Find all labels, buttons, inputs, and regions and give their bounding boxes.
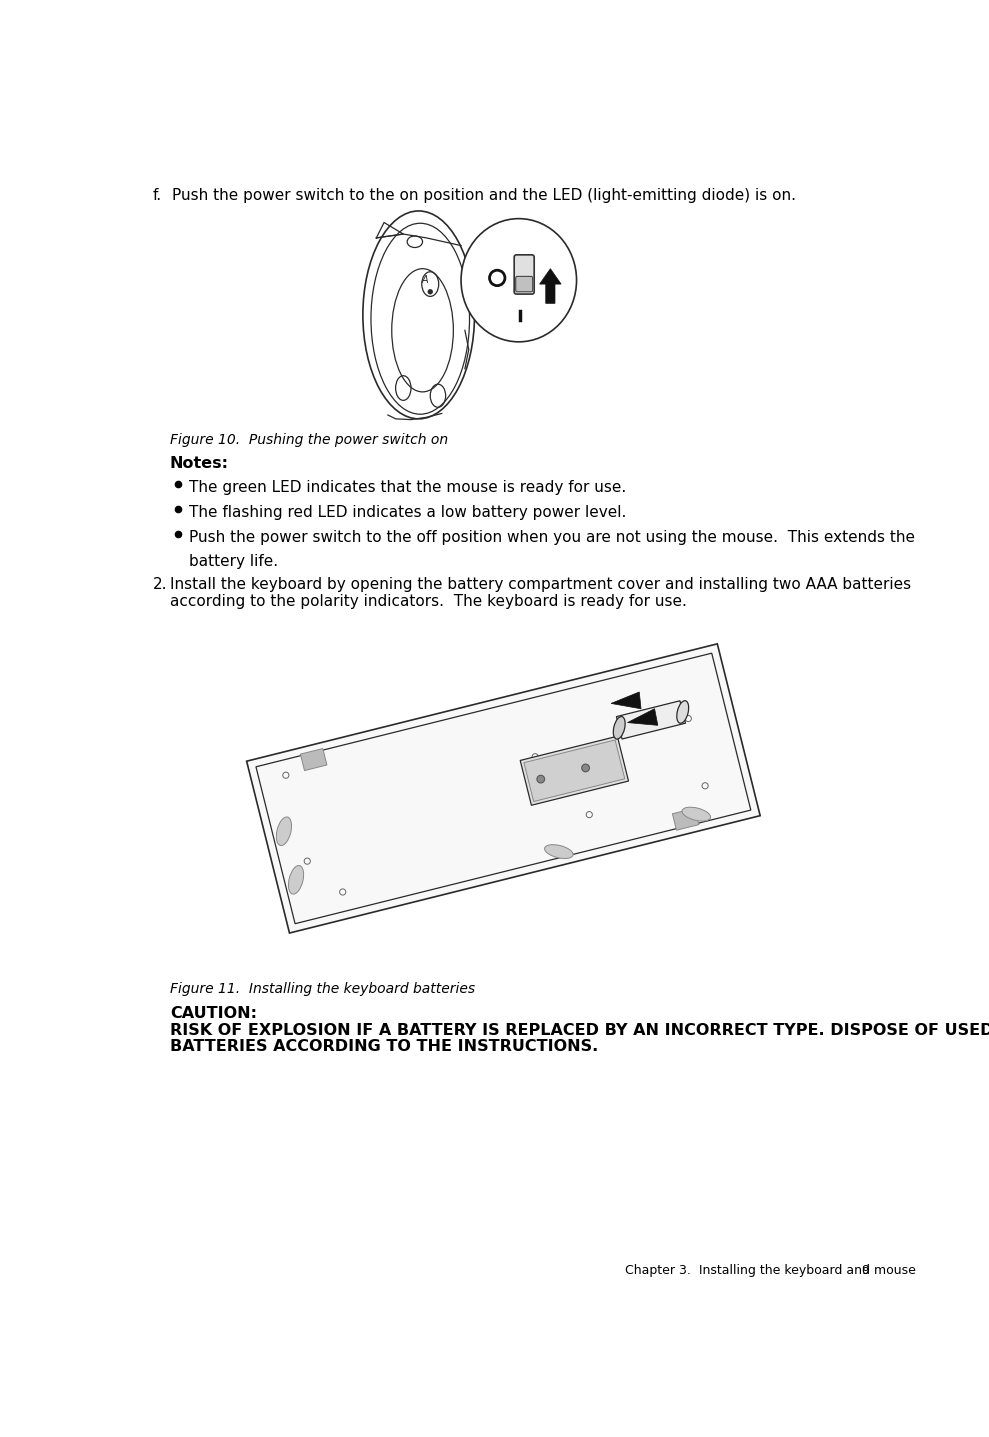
Ellipse shape: [682, 808, 710, 821]
Text: A: A: [421, 274, 428, 285]
Ellipse shape: [545, 845, 573, 858]
Polygon shape: [673, 808, 699, 831]
Polygon shape: [524, 740, 625, 802]
Ellipse shape: [676, 701, 688, 723]
Text: The flashing red LED indicates a low battery power level.: The flashing red LED indicates a low bat…: [189, 504, 627, 520]
Ellipse shape: [461, 218, 577, 342]
Text: Install the keyboard by opening the battery compartment cover and installing two: Install the keyboard by opening the batt…: [170, 576, 911, 592]
Text: 9: 9: [861, 1265, 869, 1277]
Polygon shape: [246, 644, 761, 933]
Text: CAUTION:: CAUTION:: [170, 1006, 257, 1020]
Text: Chapter 3.  Installing the keyboard and mouse: Chapter 3. Installing the keyboard and m…: [625, 1265, 916, 1277]
Text: according to the polarity indicators.  The keyboard is ready for use.: according to the polarity indicators. Th…: [170, 595, 687, 609]
Polygon shape: [611, 693, 641, 708]
Text: Push the power switch to the off position when you are not using the mouse.  Thi: Push the power switch to the off positio…: [189, 530, 915, 545]
Text: f.: f.: [153, 188, 162, 203]
Text: Push the power switch to the on position and the LED (light-emitting diode) is o: Push the power switch to the on position…: [172, 188, 796, 203]
Text: Figure 11.  Installing the keyboard batteries: Figure 11. Installing the keyboard batte…: [170, 983, 475, 996]
Circle shape: [582, 764, 589, 772]
Circle shape: [537, 776, 545, 783]
Polygon shape: [301, 749, 327, 770]
Polygon shape: [540, 269, 561, 303]
Text: Figure 10.  Pushing the power switch on: Figure 10. Pushing the power switch on: [170, 433, 448, 447]
Ellipse shape: [276, 818, 292, 845]
Text: RISK OF EXPLOSION IF A BATTERY IS REPLACED BY AN INCORRECT TYPE. DISPOSE OF USED: RISK OF EXPLOSION IF A BATTERY IS REPLAC…: [170, 1023, 989, 1038]
FancyBboxPatch shape: [514, 254, 534, 295]
Ellipse shape: [613, 717, 625, 739]
Polygon shape: [616, 701, 685, 739]
Polygon shape: [520, 736, 629, 805]
FancyBboxPatch shape: [515, 276, 533, 292]
Text: 2.: 2.: [153, 576, 167, 592]
Polygon shape: [627, 708, 658, 726]
Text: BATTERIES ACCORDING TO THE INSTRUCTIONS.: BATTERIES ACCORDING TO THE INSTRUCTIONS.: [170, 1039, 598, 1055]
Text: battery life.: battery life.: [189, 555, 278, 569]
Text: The green LED indicates that the mouse is ready for use.: The green LED indicates that the mouse i…: [189, 480, 626, 496]
Circle shape: [428, 289, 432, 295]
Ellipse shape: [289, 865, 304, 894]
Text: Notes:: Notes:: [170, 456, 229, 471]
